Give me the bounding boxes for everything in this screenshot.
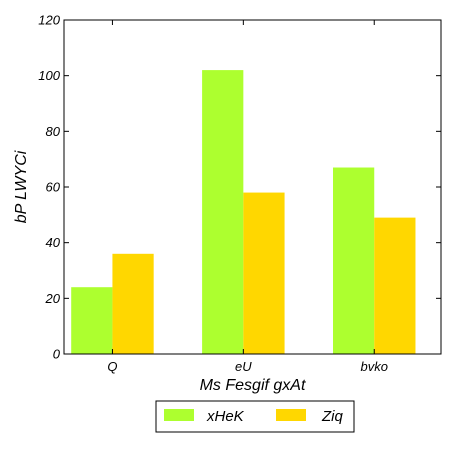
x-tick-label: eU [235,359,252,374]
bar-xhek-q [71,287,113,354]
x-tick-label: Q [107,359,117,374]
legend-swatch-xhek [164,409,194,421]
bar-ziq-bvko [374,217,416,354]
bar-xhek-bvko [333,167,375,354]
bar-ziq-q [112,253,154,354]
y-tick-label: 80 [46,124,61,139]
y-tick-label: 20 [45,291,61,306]
bars-layer [71,70,416,354]
y-tick-label: 100 [38,68,60,83]
y-tick-label: 40 [46,235,61,250]
x-tick-label: bvko [361,359,388,374]
legend-swatch-ziq [276,409,306,421]
legend: xHeK Ziq [155,400,355,433]
y-tick-label: 0 [53,347,61,362]
ticks-layer: 0 20 40 60 80 100 120 Q eU bvko [38,13,441,374]
bar-xhek-eu [202,70,244,354]
legend-label-ziq: Ziq [321,408,343,425]
y-axis-label: bP LWYCi [13,150,30,223]
y-tick-label: 60 [46,180,61,195]
legend-label-xhek: xHeK [206,408,245,425]
y-tick-label: 120 [38,13,60,28]
bar-ziq-eu [243,192,285,354]
x-axis-label: Ms Fesgif gxAt [200,377,306,394]
